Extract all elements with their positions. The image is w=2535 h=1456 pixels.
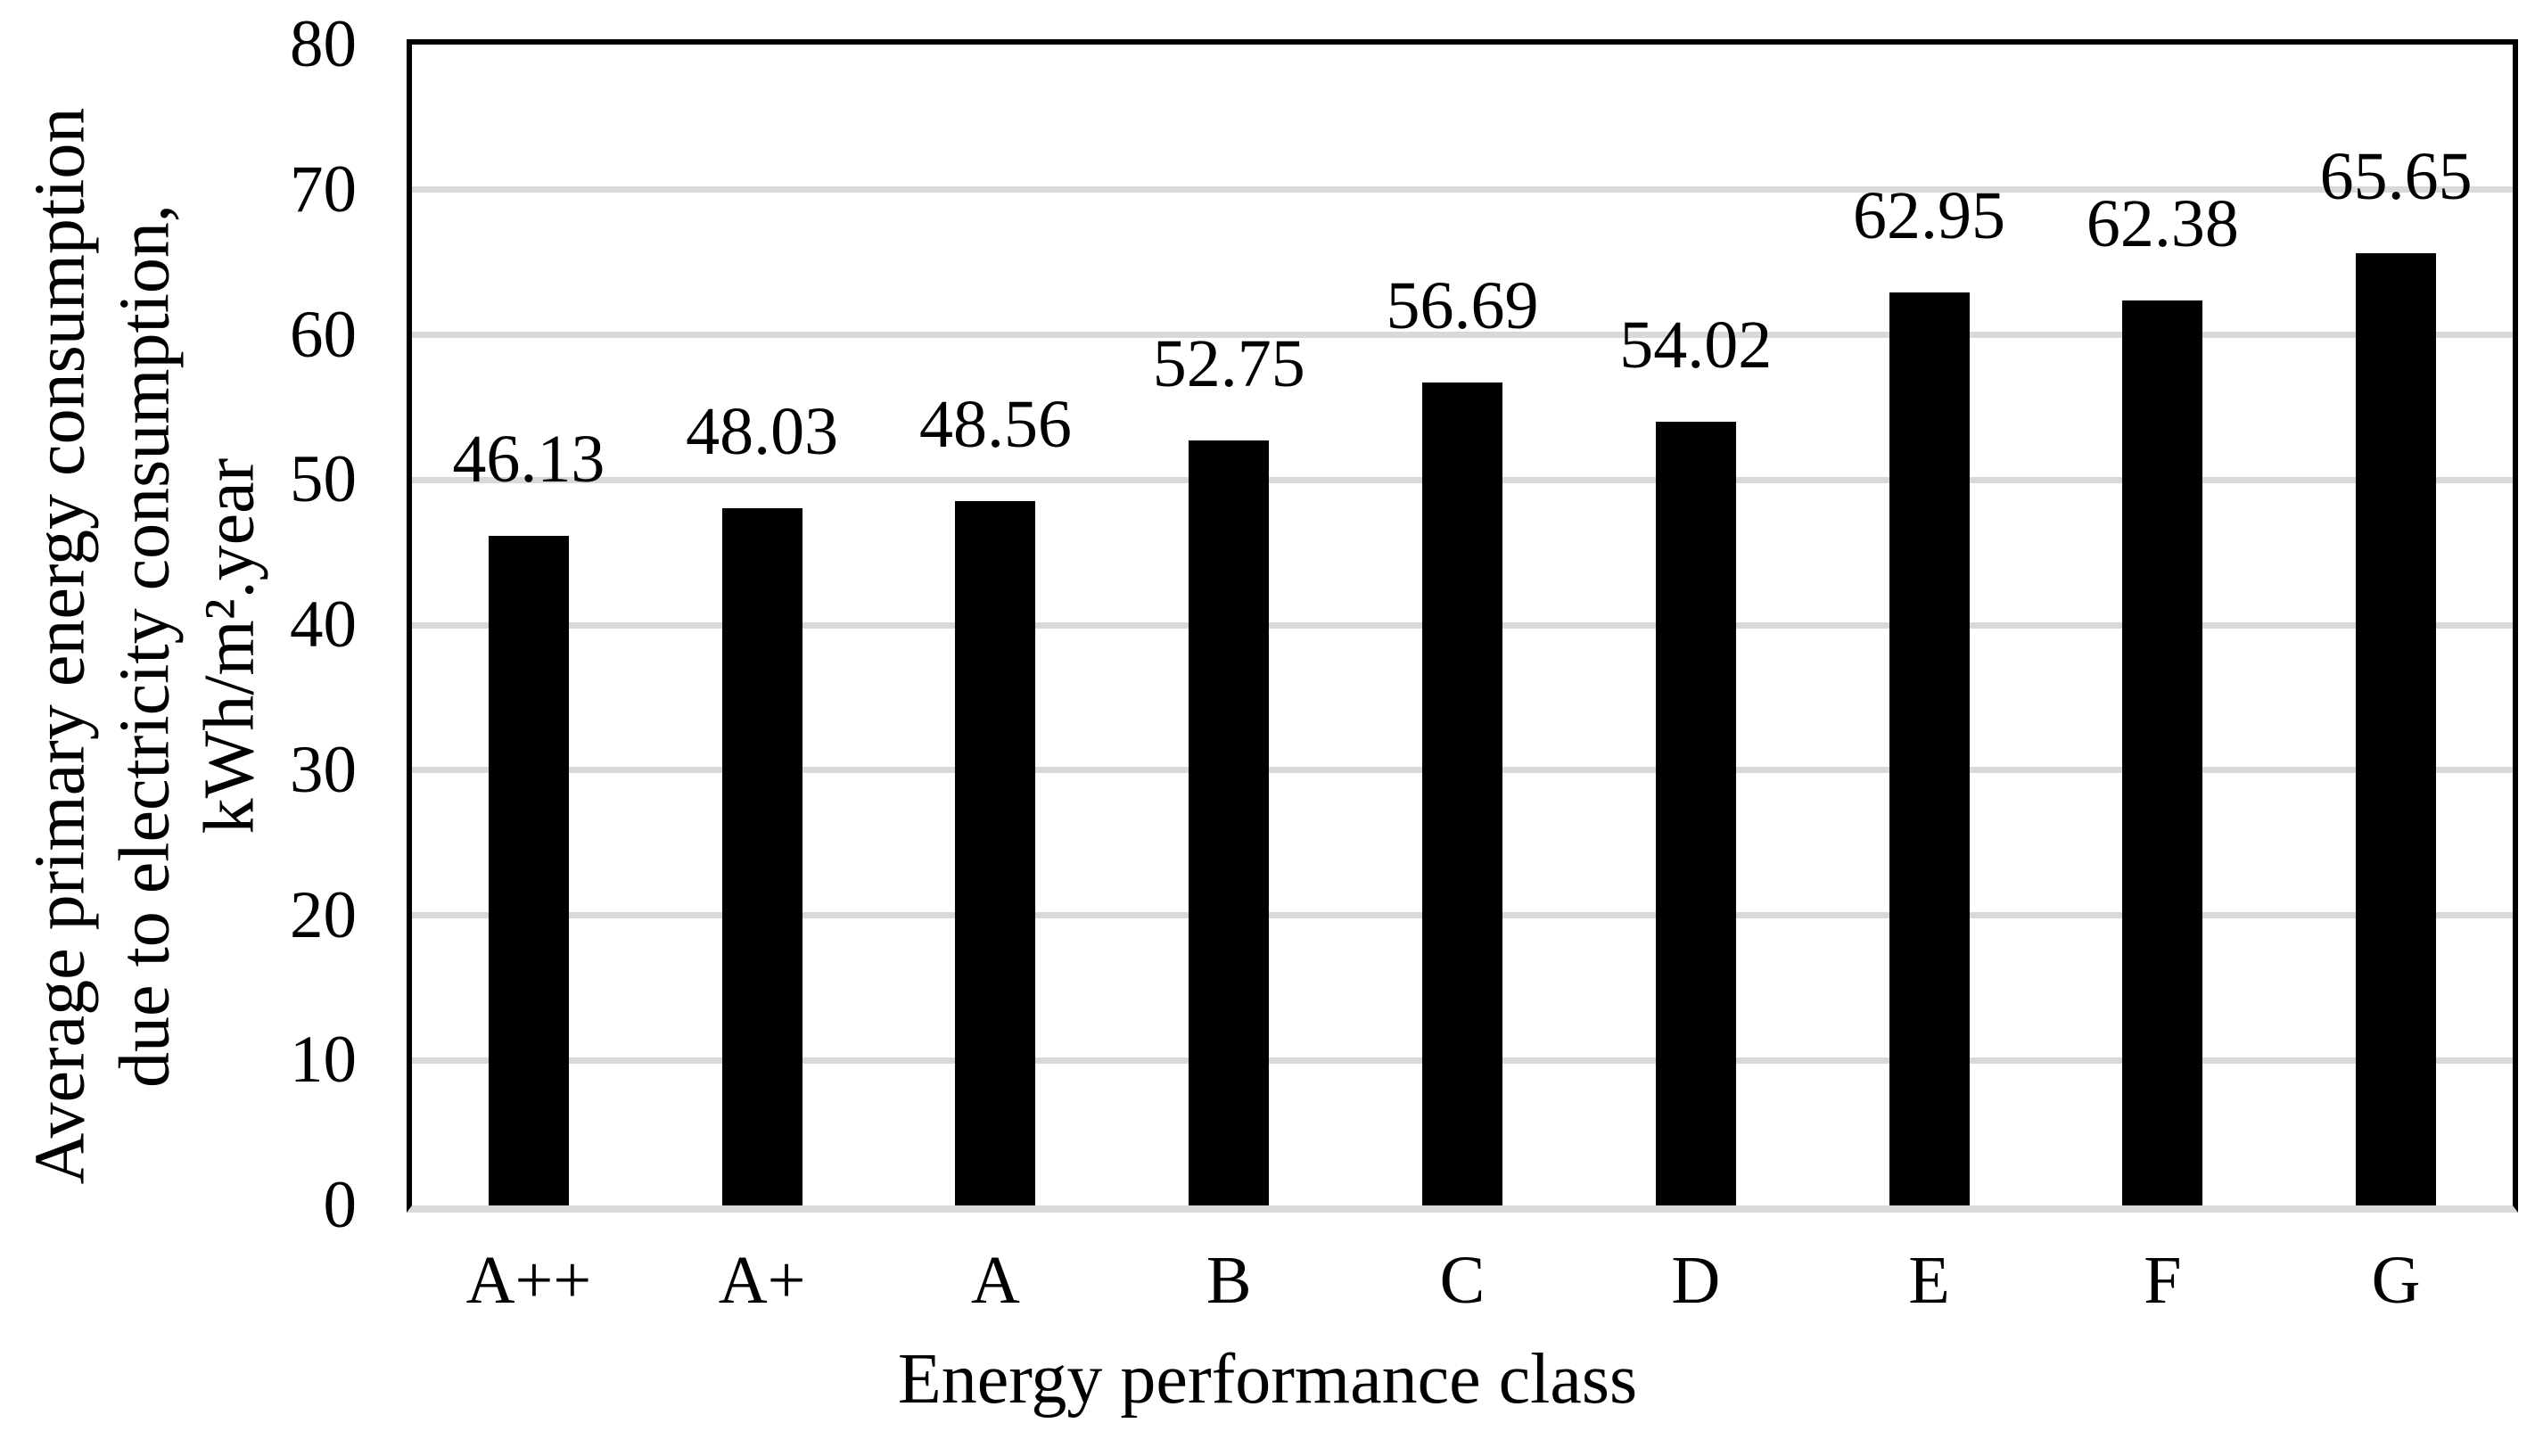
bar-A+ bbox=[721, 508, 802, 1205]
x-category-label-C: C bbox=[1439, 1243, 1486, 1318]
y-tick-label: 40 bbox=[290, 588, 357, 662]
x-category-label-G: G bbox=[2371, 1243, 2421, 1318]
bar-A++ bbox=[488, 536, 569, 1205]
bar-G bbox=[2356, 252, 2437, 1205]
x-category-label-F: F bbox=[2144, 1243, 2182, 1318]
bar-value-label: 48.03 bbox=[686, 394, 839, 470]
y-tick-label: 80 bbox=[290, 7, 357, 81]
bar-value-label: 48.56 bbox=[918, 386, 1072, 462]
bar-value-label: 62.38 bbox=[2086, 185, 2239, 261]
y-tick-label: 0 bbox=[323, 1168, 358, 1242]
bar-E bbox=[1889, 292, 1970, 1205]
x-category-label-A+: A+ bbox=[718, 1243, 806, 1318]
x-category-label-A++: A++ bbox=[465, 1243, 592, 1318]
bar-A bbox=[955, 500, 1036, 1205]
x-axis-title: Energy performance class bbox=[897, 1340, 1638, 1419]
y-tick-label: 20 bbox=[290, 877, 357, 952]
bar-F bbox=[2122, 300, 2203, 1205]
y-tick-label: 70 bbox=[290, 152, 357, 226]
y-tick-label: 50 bbox=[290, 442, 357, 517]
bar-value-label: 65.65 bbox=[2319, 138, 2473, 214]
bar-B bbox=[1189, 440, 1270, 1205]
bar-value-label: 62.95 bbox=[1853, 177, 2006, 253]
y-tick-label: 60 bbox=[290, 297, 357, 372]
gridline bbox=[412, 332, 2513, 338]
bar-value-label: 46.13 bbox=[452, 422, 605, 498]
plot-area: 46.13 48.03 48.56 52.75 56.69 54.02 62.95 62.38… bbox=[407, 39, 2518, 1213]
bar-value-label: 54.02 bbox=[1619, 307, 1773, 383]
bar-D bbox=[1655, 421, 1736, 1205]
x-category-label-B: B bbox=[1206, 1243, 1252, 1318]
bar-value-label: 56.69 bbox=[1386, 268, 1539, 344]
bar-C bbox=[1422, 383, 1502, 1205]
x-category-label-D: D bbox=[1671, 1243, 1721, 1318]
y-tick-label: 10 bbox=[290, 1023, 357, 1098]
x-category-label-A: A bbox=[970, 1243, 1020, 1318]
y-tick-label: 30 bbox=[290, 732, 357, 807]
gridline bbox=[412, 186, 2513, 193]
bar-value-label: 52.75 bbox=[1152, 325, 1305, 401]
x-category-label-E: E bbox=[1908, 1243, 1950, 1318]
